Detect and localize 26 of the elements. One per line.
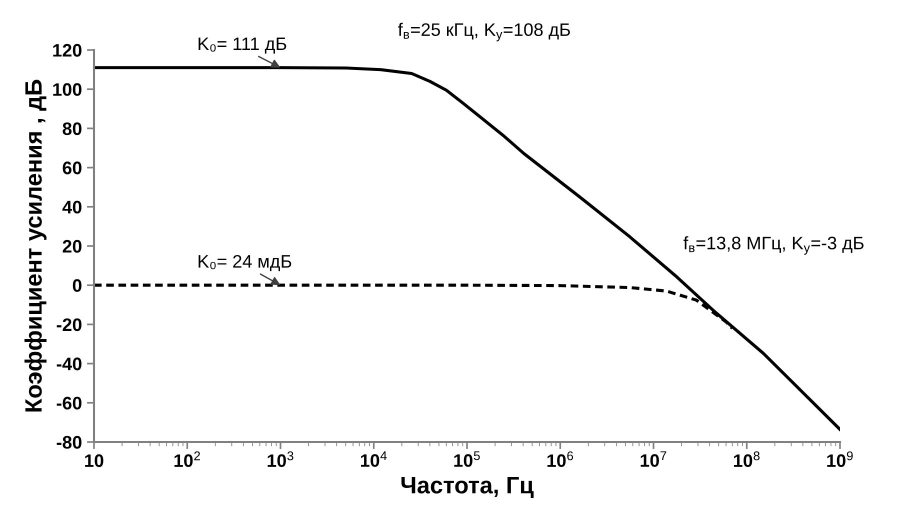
x-tick-label: 10$^{9}$ [827, 451, 853, 468]
annotation: K₀= 111 дБ [198, 38, 286, 54]
annotation: f$_{в}$=25 кГц, K$_{у}$=108 дБ [398, 22, 570, 42]
x-tick-label: 10$^{7}$ [640, 451, 666, 467]
y-tick-label: 80 [62, 122, 82, 136]
annotation: K₀= 24 мдБ [198, 254, 292, 272]
y-tick-label: -20 [56, 318, 82, 332]
x-tick-label: 10$^{6}$ [547, 451, 574, 468]
x-tick-label: 10$^{4}$ [360, 451, 387, 467]
y-tick-label: 120 [53, 44, 82, 57]
x-tick-label: 10 [85, 454, 104, 468]
x-tick-label: 10$^{8}$ [734, 451, 760, 468]
x-tick-label: 10$^{2}$ [174, 451, 200, 468]
y-tick-label: 40 [62, 200, 82, 214]
y-tick-label: -80 [56, 436, 82, 449]
y-tick-label: -60 [56, 396, 82, 410]
y-tick-label: 0 [72, 279, 82, 292]
y-tick-label: 100 [53, 83, 82, 96]
y-axis-title: Коэффициент усиления , дБ [24, 80, 47, 412]
x-tick-label: 10$^{3}$ [268, 451, 294, 468]
y-tick-label: 20 [62, 240, 82, 253]
y-tick-label: -40 [56, 358, 82, 370]
x-axis-title: Частота, Гц [401, 477, 534, 498]
annotation: f$_{в}$=13,8 МГц, K$_{у}$=-3 дБ [683, 236, 864, 255]
y-tick-label: 60 [62, 162, 82, 174]
x-tick-label: 10$^{5}$ [454, 451, 480, 467]
